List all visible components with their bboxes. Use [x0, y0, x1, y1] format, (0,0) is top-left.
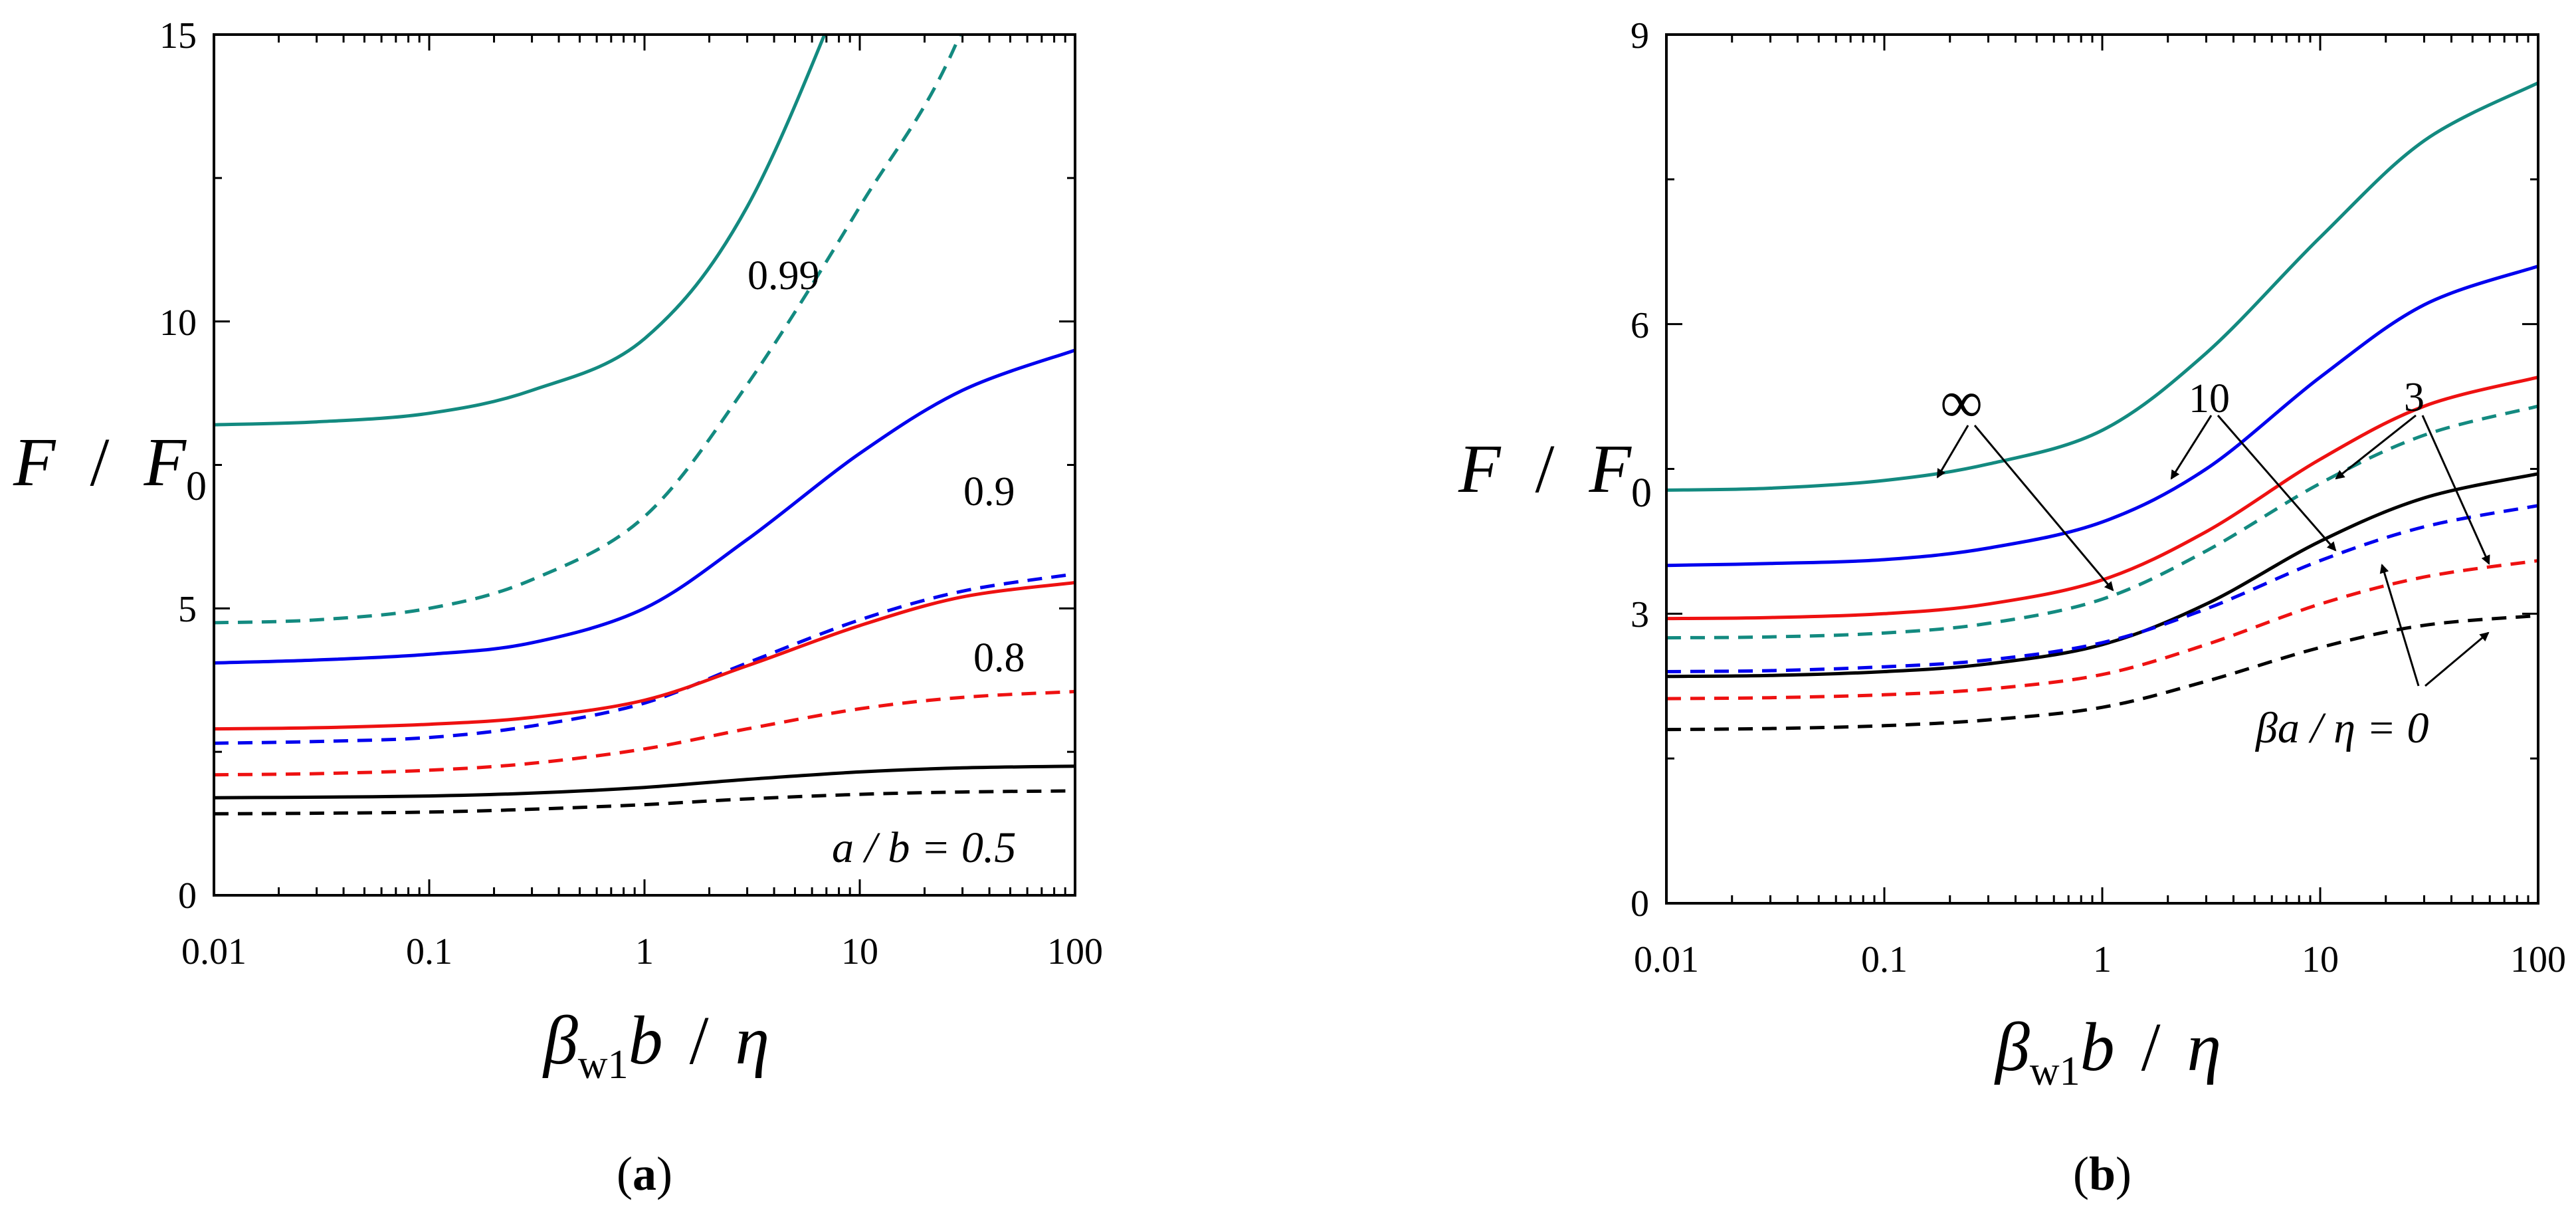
panel-b-xlabel-slash: /	[2141, 1009, 2161, 1085]
panel-a-ytick-label: 5	[178, 589, 197, 630]
panel-b-ytick-label: 0	[1631, 883, 1649, 925]
panel-b-caption-close: )	[2116, 1147, 2131, 1200]
panel-a-series-line-5	[214, 690, 1075, 777]
panel-a-ylabel-f0: F	[143, 424, 187, 500]
panel-a-xtick-label: 0.01	[181, 931, 247, 972]
panel-a-xtick-label: 1	[635, 931, 654, 972]
panel-b-xtick-label: 0.1	[1861, 939, 1908, 980]
panel-b: 0 3 6 9 0.01 0.1 1 10 100 F / F0 βw1b / …	[1458, 15, 2566, 1200]
panel-a-series-line-3	[214, 572, 1075, 745]
panel-b-series-line-0	[1666, 81, 2538, 492]
panel-a-series-line-7	[214, 789, 1075, 816]
panel-b-xlabel-b: b	[2080, 1009, 2115, 1085]
panel-a-annotation-ab: a / b = 0.5	[832, 824, 1016, 872]
arrow-0-1	[2379, 564, 2420, 687]
panel-b-series-line-4	[1666, 472, 2538, 679]
panel-b-series-line-3	[1666, 404, 2538, 640]
arrow-10-1	[2170, 415, 2213, 480]
panel-a-ylabel-slash: /	[90, 424, 110, 500]
arrow-0-2	[2425, 631, 2490, 687]
panel-a-series-line-6	[214, 764, 1075, 800]
panel-a-caption-open: (	[617, 1147, 633, 1200]
panel-b-ytick-label: 6	[1631, 305, 1649, 346]
panel-b-xtick-label: 10	[2302, 939, 2339, 980]
panel-b-annotation-beta-a: βa / η = 0	[2254, 704, 2429, 752]
panel-a-caption-letter: a	[633, 1147, 656, 1200]
panel-a-axis-ticks	[213, 33, 1076, 897]
panel-b-ylabel-sub: 0	[1631, 471, 1652, 516]
panel-b-series	[1666, 81, 2538, 732]
panel-b-ylabel-f0: F	[1588, 431, 1632, 507]
panel-a-plot-frame	[213, 33, 1076, 897]
panel-b-plot-frame	[1665, 33, 2539, 905]
panel-a-caption: (a)	[617, 1147, 672, 1200]
panel-b-annotation-infinity: ∞	[1940, 370, 1983, 435]
panel-a-series-line-0	[214, 35, 827, 427]
panel-b-ylabel: F / F0	[1458, 431, 1652, 516]
panel-a-ylabel-f: F	[13, 424, 56, 500]
panel-b-series-line-1	[1666, 265, 2538, 568]
panel-b-series-line-2	[1666, 376, 2538, 621]
panel-a-annotation-0.8: 0.8	[973, 635, 1025, 681]
panel-a-ytick-label: 15	[159, 15, 197, 56]
panel-b-xtick-label: 100	[2510, 939, 2566, 980]
arrow-inf-2	[1973, 425, 2114, 592]
panel-b-series-line-5	[1666, 504, 2538, 673]
panel-b-xlabel: βw1b / η	[1994, 1009, 2221, 1094]
panel-b-annotation-10: 10	[2189, 376, 2230, 421]
panel-b-caption-letter: b	[2089, 1147, 2116, 1200]
panel-a-series-line-1	[214, 35, 962, 625]
panel-b-ylabel-f: F	[1458, 431, 1502, 507]
panel-a-xlabel-b: b	[629, 1002, 663, 1079]
panel-b-xtick-label: 1	[2093, 939, 2112, 980]
panel-a-xlabel: βw1b / η	[542, 1002, 769, 1087]
panel-b-caption-open: (	[2073, 1147, 2089, 1200]
arrow-3-2	[2421, 415, 2490, 565]
panel-a-ylabel-sub: 0	[186, 464, 207, 509]
panel-a-ytick-label: 0	[178, 875, 197, 917]
panel-b-series-line-6	[1666, 559, 2538, 701]
panel-a-xlabel-eta: η	[735, 1002, 769, 1079]
panel-a-annotation-0.99: 0.99	[747, 253, 820, 298]
panel-b-annotation-3: 3	[2404, 375, 2425, 420]
panel-a-series-line-4	[214, 581, 1075, 731]
panel-a: 0 5 10 15 0.01 0.1 1 10 100 F / F0 βw1b …	[13, 15, 1103, 1200]
arrow-10-2	[2217, 415, 2337, 552]
panel-b-xlabel-eta: η	[2187, 1009, 2221, 1085]
panel-b-annotation-arrows	[1936, 414, 2490, 687]
panel-b-ytick-label: 9	[1631, 15, 1649, 56]
panel-a-xtick-label: 10	[841, 931, 878, 972]
panel-a-xtick-label: 100	[1047, 931, 1103, 972]
panel-a-ylabel: F / F0	[13, 424, 207, 509]
panel-b-xlabel-sub: w1	[2030, 1049, 2080, 1094]
panel-a-xlabel-beta: β	[542, 1002, 578, 1079]
panel-b-caption: (b)	[2073, 1147, 2131, 1200]
panel-a-caption-close: )	[656, 1147, 672, 1200]
panel-a-series-line-2	[214, 348, 1075, 665]
panel-b-xtick-label: 0.01	[1634, 939, 1699, 980]
panel-a-ytick-label: 10	[159, 302, 197, 344]
panel-b-series-line-7	[1666, 613, 2538, 732]
panel-b-ylabel-slash: /	[1536, 431, 1555, 507]
panel-b-ytick-label: 3	[1631, 594, 1649, 635]
panel-a-xlabel-slash: /	[690, 1002, 709, 1079]
panel-b-axis-ticks	[1665, 33, 2539, 905]
panel-a-annotation-0.9: 0.9	[963, 469, 1015, 514]
panel-a-series	[214, 35, 1075, 816]
arrow-3-1	[2335, 414, 2417, 480]
arrow-inf-1	[1936, 425, 1969, 479]
panel-a-xlabel-sub: w1	[578, 1042, 629, 1087]
panel-a-xtick-label: 0.1	[406, 931, 452, 972]
panel-b-xlabel-beta: β	[1994, 1009, 2030, 1085]
